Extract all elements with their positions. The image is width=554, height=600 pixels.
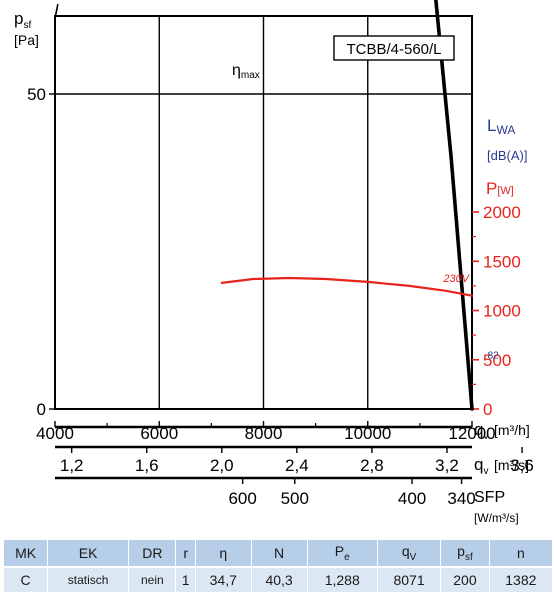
noise-axis-label: LWA (487, 116, 515, 137)
table-cell: 1,288 (307, 568, 377, 592)
x-sfp-tick-label: 340 (447, 489, 475, 508)
y-left-tick-label: 0 (37, 400, 46, 419)
x-m3s-axis-unit: [m³/s] (494, 457, 529, 473)
eta-max-label: ηmax (232, 62, 260, 81)
table-cell: 1382 (489, 568, 552, 592)
x-sfp-tick-label: 600 (228, 489, 256, 508)
y-left-axis-label: psf (14, 9, 31, 31)
table-header-cell: psf (441, 540, 489, 566)
series-label-230v: 230V (442, 273, 470, 285)
noise-value-label: 82 (488, 351, 500, 362)
axis-labels: 050100150200psf[Pa]0500100015002000P[W]L… (14, 9, 534, 525)
x-m3h-axis-unit: [m³/h] (494, 422, 530, 438)
fan-curve-chart: 050100150200psf[Pa]0500100015002000P[W]L… (14, 0, 534, 525)
x-m3s-tick-label: 1,2 (60, 456, 84, 475)
table-cell: statisch (48, 568, 129, 592)
table-cell: 8071 (377, 568, 441, 592)
table-header-cell: EK (48, 540, 129, 566)
y-right-tick-label: 2000 (483, 203, 521, 222)
table-cell: 200 (441, 568, 489, 592)
table-header-cell: r (176, 540, 195, 566)
table-header-cell: n (489, 540, 552, 566)
x-m3s-tick-label: 2,0 (210, 456, 234, 475)
table-header-cell: DR (129, 540, 176, 566)
table-cell: 1 (176, 568, 195, 592)
y-right-tick-label: 1500 (483, 252, 521, 271)
table-cell: nein (129, 568, 176, 592)
y-right-tick-label: 500 (483, 351, 511, 370)
x-m3s-tick-label: 1,6 (135, 456, 159, 475)
x-m3s-tick-label: 3,6 (510, 456, 534, 475)
curves (54, 0, 474, 411)
y-right-tick-label: 0 (483, 400, 492, 419)
table-cell: C (4, 568, 48, 592)
model-label: TCBB/4-560/L (346, 41, 441, 58)
x-sfp-tick-label: 400 (398, 489, 426, 508)
spec-table-header-row: MK EK DR r η N Pe qV psf n (4, 540, 552, 566)
sfp-axis-unit: [W/m³/s] (474, 511, 519, 525)
y-right-tick-label: 1000 (483, 302, 521, 321)
noise-axis-unit: [dB(A)] (487, 148, 527, 163)
y-left-tick-label: 50 (27, 85, 46, 104)
power-axis-label: P[W] (486, 179, 514, 198)
series-line-pressure (434, 0, 474, 411)
model-label-box (333, 35, 455, 61)
x-sfp-tick-label: 500 (281, 489, 309, 508)
sfp-axis-label: SFP (474, 489, 505, 506)
x-m3h-tick-label: 4000 (36, 424, 74, 443)
x-m3s-axis-label: qv (474, 455, 488, 477)
x-m3s-tick-label: 2,8 (360, 456, 384, 475)
table-header-cell: MK (4, 540, 48, 566)
x-m3s-tick-label: 2,4 (285, 456, 309, 475)
table-header-cell: Pe (307, 540, 377, 566)
table-cell: 34,7 (195, 568, 251, 592)
grid (49, 15, 523, 484)
table-header-cell: qV (377, 540, 441, 566)
table-header-cell: η (195, 540, 251, 566)
x-m3h-tick-label: 8000 (245, 424, 283, 443)
x-m3h-tick-label: 6000 (140, 424, 178, 443)
y-left-axis-unit: [Pa] (14, 32, 39, 48)
table-header-cell: N (251, 540, 307, 566)
table-cell: 40,3 (251, 568, 307, 592)
x-m3h-tick-label: 10000 (344, 424, 391, 443)
x-m3h-tick-label: 12000 (448, 424, 495, 443)
series-line-230v (220, 276, 474, 297)
x-m3s-tick-label: 3,2 (435, 456, 459, 475)
